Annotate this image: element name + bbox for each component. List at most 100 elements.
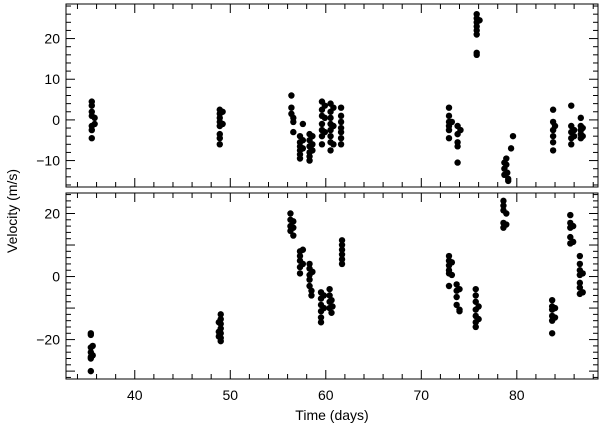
bottom-data-point — [569, 222, 577, 230]
bottom-y-tick-label: 0 — [52, 269, 60, 285]
bottom-data-point — [579, 270, 586, 277]
bottom-data-point — [308, 287, 315, 294]
top-y-tick-label: 0 — [52, 112, 60, 128]
x-tick-label: 40 — [127, 387, 143, 403]
bottom-data-point — [320, 304, 328, 312]
bottom-data-point — [338, 246, 346, 253]
top-data-point — [337, 128, 345, 136]
bottom-data-point — [299, 246, 307, 253]
bottom-data-point — [87, 331, 95, 339]
top-data-point — [219, 108, 226, 115]
bottom-data-point — [306, 276, 313, 283]
top-data-point — [579, 132, 586, 140]
top-data-point — [290, 118, 297, 126]
bottom-data-point — [309, 268, 316, 276]
bottom-data-point — [456, 306, 463, 313]
top-y-tick-label: −10 — [36, 153, 60, 169]
top-data-point — [473, 51, 480, 59]
top-data-point — [327, 132, 334, 140]
top-data-point — [327, 114, 334, 122]
top-data-point — [476, 17, 483, 24]
bottom-data-point — [306, 260, 313, 268]
bottom-panel: −20 0 20 — [36, 192, 599, 380]
top-data-point — [88, 126, 95, 134]
top-data-point — [330, 104, 337, 111]
top-data-point — [216, 141, 223, 148]
bottom-data-point — [338, 260, 346, 268]
top-data-point — [503, 161, 510, 168]
bottom-data-point — [217, 311, 224, 318]
bottom-data-point — [338, 256, 346, 263]
top-data-point — [549, 139, 557, 146]
top-data-point — [454, 159, 461, 166]
top-data-point — [549, 106, 557, 113]
x-axis-tick-labels: 40 50 60 70 80 — [127, 387, 525, 403]
top-data-point — [549, 132, 557, 140]
bottom-data-point — [453, 281, 460, 288]
top-data-point — [568, 141, 575, 148]
x-tick-label: 50 — [222, 387, 238, 403]
top-data-point — [330, 141, 337, 148]
top-y-tick-label: 10 — [44, 71, 60, 87]
bottom-data-point — [215, 328, 223, 335]
bottom-data-point — [472, 292, 479, 299]
bottom-data-point — [576, 260, 584, 268]
top-data-point — [445, 135, 453, 142]
bottom-data-point — [317, 319, 325, 326]
top-data-point — [337, 118, 345, 126]
bottom-data-point — [548, 296, 556, 304]
top-data-point — [568, 102, 575, 109]
bottom-data-point — [296, 270, 304, 277]
bottom-data-point — [445, 282, 453, 290]
top-data-point — [91, 114, 98, 122]
top-data-point — [288, 92, 295, 99]
bottom-data-point — [503, 210, 510, 217]
bottom-data-point — [326, 285, 333, 293]
bottom-data-point — [472, 285, 479, 293]
top-data-point — [577, 114, 585, 122]
top-data-point — [288, 104, 295, 111]
top-data-point — [88, 135, 95, 142]
bottom-data-point — [453, 293, 460, 301]
top-data-point — [337, 104, 345, 111]
bottom-data-point — [500, 197, 507, 205]
top-data-point — [309, 132, 316, 140]
top-data-point — [290, 128, 297, 136]
bottom-data-point — [472, 323, 479, 331]
bottom-data-point — [503, 221, 510, 228]
top-data-point — [454, 143, 461, 150]
top-data-point — [321, 128, 329, 136]
top-data-point — [309, 147, 316, 154]
top-data-point — [309, 141, 316, 148]
top-data-point — [321, 114, 329, 122]
top-data-point — [330, 122, 337, 130]
bottom-data-point — [290, 224, 297, 231]
top-data-point — [551, 122, 559, 130]
top-data-point — [296, 155, 304, 162]
bottom-data-point — [338, 237, 346, 244]
top-data-point — [504, 169, 511, 176]
top-data-point — [473, 31, 480, 38]
x-tick-label: 70 — [414, 387, 430, 403]
bottom-data-point — [87, 367, 95, 375]
bottom-data-point — [290, 218, 297, 225]
top-data-point — [457, 126, 464, 134]
bottom-data-point — [320, 292, 328, 299]
bottom-data-point — [475, 315, 482, 323]
top-data-point — [299, 120, 307, 128]
y-axis-title: Velocity (m/s) — [4, 169, 20, 253]
top-data-point — [509, 132, 517, 140]
bottom-data-point — [338, 251, 346, 258]
top-data-point — [306, 157, 313, 164]
top-data-point — [507, 145, 515, 152]
top-data-point — [318, 120, 326, 128]
top-data-point — [505, 177, 512, 185]
bottom-data-point — [551, 314, 559, 321]
top-data-point — [445, 112, 453, 120]
top-data-point — [318, 141, 326, 148]
top-data-point — [445, 126, 453, 134]
top-data-point — [299, 137, 307, 144]
bottom-data-point — [215, 333, 223, 340]
top-data-point — [570, 126, 578, 134]
bottom-data-point — [338, 241, 346, 249]
